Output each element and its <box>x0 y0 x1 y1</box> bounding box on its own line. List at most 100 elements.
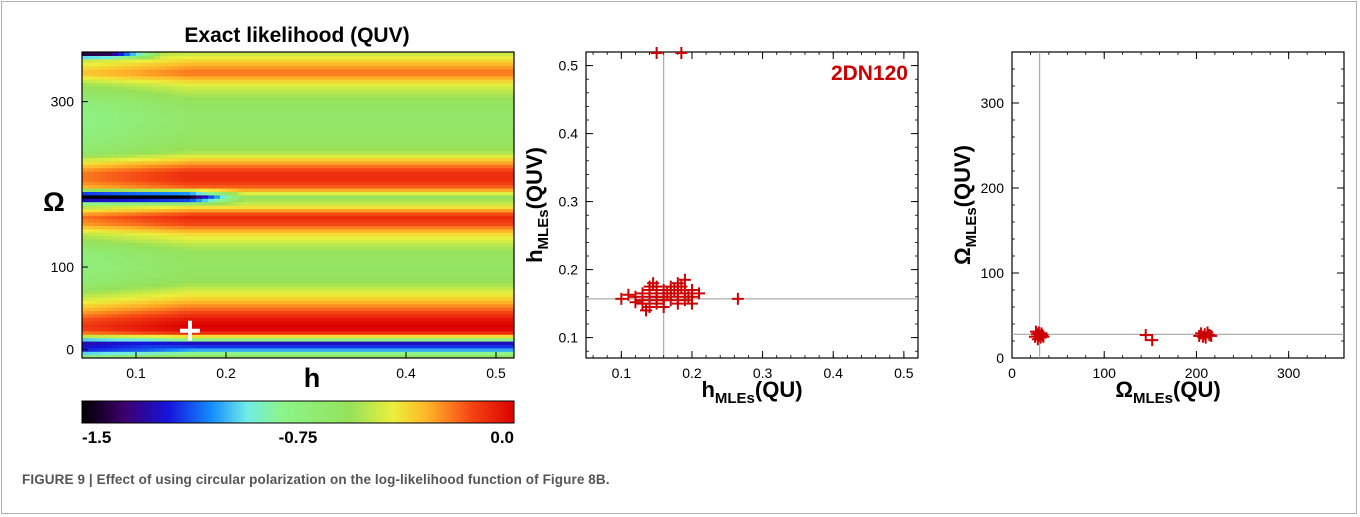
heatmap-cell <box>202 262 209 267</box>
heatmap-cell <box>238 347 245 352</box>
heatmap-cell <box>148 290 155 294</box>
heatmap-cell <box>316 327 323 332</box>
heatmap-cell <box>160 160 167 165</box>
heatmap-cell <box>394 239 401 243</box>
heatmap-cell <box>142 307 149 311</box>
heatmap-cell <box>214 191 221 196</box>
heatmap-cell <box>166 245 173 250</box>
heatmap-cell <box>190 225 197 230</box>
heatmap-cell <box>370 317 377 322</box>
heatmap-cell <box>124 347 131 352</box>
heatmap-cell <box>412 222 419 226</box>
heatmap-cell <box>106 126 113 131</box>
heatmap-cell <box>232 120 239 124</box>
heatmap-cell <box>166 215 173 220</box>
heatmap-cell <box>322 96 329 101</box>
heatmap-cell <box>274 283 281 288</box>
heatmap-cell <box>112 154 119 158</box>
heatmap-cell <box>202 327 209 332</box>
heatmap-cell <box>202 239 209 243</box>
heatmap-cell <box>100 160 107 165</box>
heatmap-cell <box>352 82 359 87</box>
heatmap-cell <box>100 259 107 264</box>
heatmap-cell <box>160 330 167 335</box>
heatmap-cell <box>400 283 407 288</box>
heatmap-cell <box>94 266 101 271</box>
heatmap-cell <box>376 327 383 332</box>
heatmap-cell <box>208 269 215 274</box>
heatmap-cell <box>370 215 377 220</box>
heatmap-cell <box>82 65 89 70</box>
heatmap-cell <box>376 75 383 80</box>
heatmap-cell <box>130 259 137 264</box>
heatmap-cell <box>172 92 179 97</box>
heatmap-cell <box>196 82 203 87</box>
heatmap-cell <box>136 109 143 114</box>
heatmap-cell <box>400 137 407 141</box>
heatmap-cell <box>262 341 269 345</box>
heatmap-cell <box>202 137 209 141</box>
heatmap-cell <box>370 249 377 254</box>
heatmap-cell <box>346 52 353 56</box>
heatmap-cell <box>316 259 323 264</box>
heatmap-cell <box>394 106 401 111</box>
heatmap-cell <box>208 126 215 131</box>
heatmap-cell <box>106 157 113 162</box>
heatmap-cell <box>118 58 125 63</box>
heatmap-cell <box>154 113 161 118</box>
heatmap-cell <box>232 92 239 97</box>
heatmap-cell <box>172 201 179 206</box>
heatmap-cell <box>376 215 383 220</box>
heatmap-cell <box>298 120 305 124</box>
heatmap-cell <box>358 327 365 332</box>
heatmap-cell <box>376 303 383 308</box>
heatmap-cell <box>124 283 131 288</box>
heatmap-cell <box>340 79 347 84</box>
heatmap-cell <box>340 113 347 118</box>
heatmap-cell <box>394 116 401 121</box>
heatmap-cell <box>166 174 173 179</box>
heatmap-cell <box>352 126 359 131</box>
heatmap-cell <box>184 123 191 128</box>
heatmap-cell <box>220 283 227 288</box>
heatmap-cell <box>256 79 263 84</box>
heatmap-cell <box>346 120 353 124</box>
heatmap-cell <box>106 249 113 254</box>
heatmap-cell <box>148 194 155 199</box>
heatmap-cell <box>88 256 95 260</box>
heatmap-cell <box>340 320 347 325</box>
heatmap-cell <box>412 228 419 233</box>
heatmap-cell <box>82 140 89 145</box>
heatmap-cell <box>142 228 149 233</box>
heatmap-cell <box>136 239 143 243</box>
heatmap-cell <box>208 150 215 155</box>
heatmap-cell <box>250 55 257 60</box>
heatmap-cell <box>196 320 203 325</box>
heatmap-cell <box>358 62 365 67</box>
heatmap-cell <box>292 106 299 111</box>
heatmap-cell <box>262 75 269 80</box>
heatmap-cell <box>190 201 197 206</box>
heatmap-cell <box>160 283 167 288</box>
heatmap-cell <box>190 106 197 111</box>
heatmap-cell <box>208 86 215 90</box>
heatmap-cell <box>292 242 299 247</box>
heatmap-cell <box>190 235 197 240</box>
heatmap-cell <box>250 256 257 260</box>
heatmap-cell <box>358 52 365 56</box>
heatmap-cell <box>352 150 359 155</box>
heatmap-cell <box>388 283 395 288</box>
heatmap-cell <box>160 65 167 70</box>
heatmap-cell <box>364 252 371 257</box>
heatmap-cell <box>106 303 113 308</box>
heatmap-cell <box>136 215 143 220</box>
heatmap-cell <box>88 293 95 298</box>
heatmap-cell <box>148 147 155 152</box>
heatmap-cell <box>382 147 389 152</box>
heatmap-cell <box>160 106 167 111</box>
heatmap-cell <box>364 300 371 305</box>
heatmap-cell <box>112 167 119 172</box>
heatmap-cell <box>118 164 125 169</box>
heatmap-cell <box>82 228 89 233</box>
heatmap-cell <box>88 191 95 196</box>
